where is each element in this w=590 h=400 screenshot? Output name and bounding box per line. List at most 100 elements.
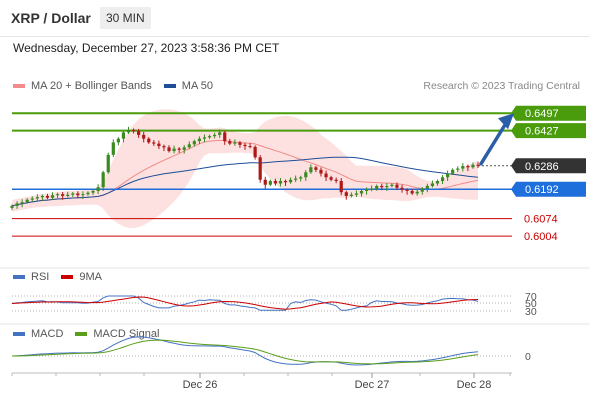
candle-body bbox=[147, 138, 151, 143]
legend-swatch-ma20 bbox=[13, 84, 25, 88]
candle-body bbox=[45, 195, 50, 198]
forecast-arrow-shaft bbox=[479, 121, 508, 166]
rsi-level-label-70: 70 bbox=[525, 291, 537, 303]
candle-body bbox=[55, 194, 60, 196]
candle-body bbox=[66, 194, 70, 196]
candle-body bbox=[91, 190, 95, 193]
candle-body bbox=[101, 172, 105, 188]
legend-swatch-macd bbox=[13, 332, 25, 336]
candle-body bbox=[121, 132, 126, 139]
level-tag-box-0 bbox=[511, 105, 586, 121]
candle-body bbox=[10, 205, 14, 208]
candle-body bbox=[425, 185, 429, 189]
level-tag-box-3 bbox=[511, 181, 586, 197]
candle-body bbox=[263, 179, 267, 185]
candle-body bbox=[218, 132, 222, 135]
legend-swatch-ma50 bbox=[163, 84, 176, 88]
candle-body bbox=[207, 136, 212, 138]
legend-item-rsi: RSI bbox=[13, 271, 49, 283]
level-label-0: 0.6497 bbox=[525, 108, 559, 120]
candle-body bbox=[76, 193, 80, 196]
forecast-arrow-head bbox=[498, 113, 514, 130]
candle-body bbox=[380, 185, 384, 188]
candle-body bbox=[142, 134, 146, 139]
bollinger-band-fill bbox=[12, 109, 478, 229]
x-tick-label-1: Dec 27 bbox=[355, 379, 390, 391]
legend-swatch-macd-signal bbox=[75, 332, 88, 336]
candle-body bbox=[309, 167, 313, 173]
candle-body bbox=[81, 194, 85, 196]
level-label-4: 0.6074 bbox=[524, 214, 558, 226]
legend-swatch-rsi-9ma bbox=[61, 275, 74, 279]
candle-body bbox=[228, 141, 232, 144]
candle-body bbox=[157, 143, 161, 147]
candle-body bbox=[339, 181, 343, 193]
candle-body bbox=[71, 193, 75, 195]
candle-body bbox=[405, 189, 409, 191]
x-tick-label-2: Dec 28 bbox=[457, 379, 492, 391]
candle-body bbox=[197, 138, 202, 142]
timeframe-badge[interactable]: 30 MIN bbox=[100, 7, 151, 29]
candle-body bbox=[25, 199, 29, 203]
candle-body bbox=[304, 172, 308, 178]
candle-body bbox=[187, 144, 191, 148]
candle-body bbox=[354, 193, 359, 195]
candle-body bbox=[167, 147, 171, 152]
ma50-line bbox=[11, 156, 479, 207]
candle-body bbox=[30, 198, 34, 200]
rsi-level-label-50: 50 bbox=[525, 298, 537, 310]
chart-header: XRP / Dollar 30 MIN bbox=[0, 0, 590, 37]
x-tick-label-0: Dec 26 bbox=[183, 379, 218, 391]
candle-body bbox=[137, 131, 141, 135]
candle-body bbox=[238, 142, 242, 145]
candle-body bbox=[248, 146, 252, 148]
legend-swatch-rsi bbox=[13, 275, 25, 279]
candle-body bbox=[446, 173, 450, 178]
candle-body bbox=[324, 173, 328, 178]
candle-body bbox=[294, 178, 298, 180]
candle-body bbox=[456, 168, 460, 170]
candle-body bbox=[86, 192, 90, 195]
level-tag-1: 0.6427 bbox=[511, 123, 586, 139]
legend-item-ma20: MA 20 + Bollinger Bands bbox=[13, 80, 152, 92]
candle-body bbox=[50, 195, 55, 198]
macd-line bbox=[11, 336, 479, 366]
legend-label-ma20: MA 20 + Bollinger Bands bbox=[31, 80, 152, 92]
legend-label-rsi-9ma: 9MA bbox=[79, 271, 102, 283]
macd-signal-line bbox=[12, 339, 479, 365]
candle-body bbox=[40, 195, 44, 198]
level-tag-2: 0.6286 bbox=[511, 158, 586, 174]
candle-body bbox=[243, 144, 247, 147]
candle-body bbox=[375, 185, 379, 189]
level-tag-box-1 bbox=[511, 123, 586, 139]
level-label-2: 0.6286 bbox=[525, 161, 559, 173]
candle-body bbox=[233, 142, 237, 144]
candle-body bbox=[268, 181, 272, 185]
candle-body bbox=[435, 181, 440, 184]
research-credit: Research © 2023 Trading Central bbox=[423, 80, 580, 92]
candle-body bbox=[131, 129, 136, 132]
candle-body bbox=[202, 137, 207, 139]
candle-body bbox=[451, 169, 455, 174]
candle-body bbox=[273, 181, 277, 184]
candle-body bbox=[126, 129, 131, 133]
rsi-legend: RSI 9MA bbox=[13, 271, 114, 283]
level-label-1: 0.6427 bbox=[525, 126, 559, 138]
candle-body bbox=[400, 187, 404, 190]
legend-label-rsi: RSI bbox=[31, 271, 50, 283]
candle-body bbox=[334, 179, 338, 181]
candle-body bbox=[390, 184, 394, 186]
candle-body bbox=[116, 138, 120, 143]
candle-body bbox=[61, 194, 65, 196]
level-tag-box-2 bbox=[511, 158, 586, 174]
level-tag-3: 0.6192 bbox=[511, 181, 586, 197]
candle-body bbox=[111, 142, 115, 155]
level-label-3: 0.6192 bbox=[525, 184, 559, 196]
candle-body bbox=[106, 154, 110, 173]
candle-body bbox=[213, 134, 217, 137]
candle-body bbox=[461, 166, 465, 169]
candle-body bbox=[395, 184, 399, 188]
candle-body bbox=[349, 194, 353, 196]
candle-body bbox=[288, 179, 293, 183]
